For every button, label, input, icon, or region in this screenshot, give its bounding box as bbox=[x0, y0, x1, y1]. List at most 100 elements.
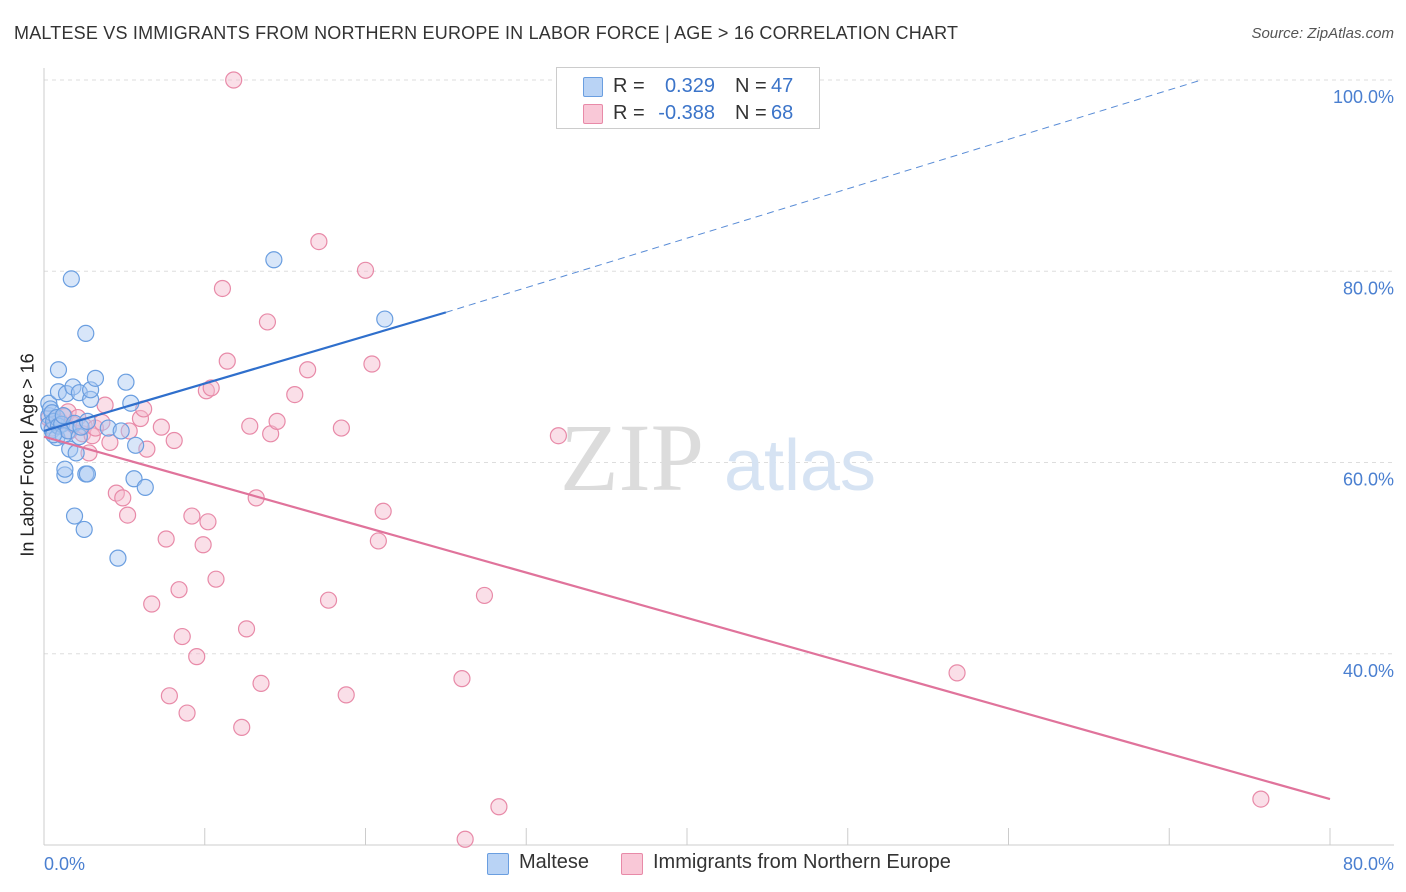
maltese-point-20 bbox=[62, 270, 80, 288]
immigrants-point-28 bbox=[160, 687, 178, 705]
immigrants-point-57 bbox=[356, 261, 375, 279]
maltese-point-39 bbox=[117, 373, 135, 391]
maltese-point-45 bbox=[376, 310, 394, 328]
legend-n-value: 68 bbox=[771, 102, 794, 124]
immigrants-point-63 bbox=[475, 586, 494, 605]
immigrants-point-60 bbox=[374, 502, 392, 520]
trend-lines bbox=[43, 79, 1331, 801]
immigrants-point-58 bbox=[363, 355, 381, 373]
y-tick-label-80: 80.0% bbox=[1343, 278, 1394, 298]
immigrants-point-17 bbox=[101, 433, 119, 452]
legend-label-maltese: Maltese bbox=[519, 851, 590, 873]
series-maltese-points bbox=[40, 251, 394, 567]
legend-r-label: R = bbox=[613, 75, 645, 97]
watermark-zip: ZIP bbox=[560, 404, 704, 511]
immigrants-point-31 bbox=[173, 627, 191, 646]
watermark: ZIP atlas bbox=[560, 404, 876, 511]
immigrants-point-66 bbox=[948, 664, 966, 682]
chart-title: MALTESE VS IMMIGRANTS FROM NORTHERN EURO… bbox=[14, 23, 959, 43]
legend-n-value: 47 bbox=[771, 75, 794, 97]
immigrants-point-51 bbox=[286, 386, 304, 404]
immigrants-point-55 bbox=[332, 419, 350, 437]
immigrants-point-43 bbox=[233, 718, 251, 736]
immigrants-point-32 bbox=[178, 704, 196, 722]
source-credit: Source: ZipAtlas.com bbox=[1251, 25, 1394, 42]
maltese-point-43 bbox=[136, 478, 154, 496]
legend-n-label: N = bbox=[735, 102, 767, 124]
immigrants-point-62 bbox=[456, 830, 474, 848]
maltese-point-31 bbox=[78, 465, 97, 483]
immigrants-point-25 bbox=[143, 595, 161, 613]
legend-r-value: 0.329 bbox=[664, 75, 715, 97]
immigrants-point-40 bbox=[213, 279, 232, 298]
immigrants-point-56 bbox=[337, 686, 355, 704]
immigrants-point-27 bbox=[157, 530, 175, 548]
immigrants-point-33 bbox=[183, 507, 201, 525]
immigrants-point-24 bbox=[138, 440, 156, 458]
immigrants-point-41 bbox=[218, 352, 236, 370]
immigrants-point-54 bbox=[319, 591, 338, 609]
series-immigrants-points bbox=[40, 71, 1270, 848]
x-tick-label-min: 0.0% bbox=[44, 854, 85, 874]
immigrants-point-29 bbox=[165, 431, 183, 450]
immigrants-point-26 bbox=[152, 418, 170, 436]
correlation-legend: R = 0.329 N = 47 R = -0.388 N = 68 bbox=[556, 67, 820, 129]
maltese-point-37 bbox=[109, 549, 127, 567]
gridlines bbox=[44, 79, 1394, 655]
immigrants-point-53 bbox=[310, 233, 328, 251]
immigrants-point-19 bbox=[114, 489, 132, 507]
maltese-point-21 bbox=[64, 378, 82, 396]
x-ticks bbox=[43, 828, 1331, 845]
immigrants-point-42 bbox=[225, 71, 243, 89]
immigrants-point-30 bbox=[170, 581, 188, 599]
maltese-point-28 bbox=[75, 520, 93, 539]
legend-swatch-blue bbox=[583, 77, 603, 97]
legend-label-immigrants: Immigrants from Northern Europe bbox=[653, 851, 951, 873]
y-tick-label-60: 60.0% bbox=[1343, 470, 1394, 490]
maltese-point-10 bbox=[49, 361, 68, 379]
legend-r-value: -0.388 bbox=[658, 102, 715, 124]
immigrants-point-37 bbox=[199, 513, 217, 531]
immigrants-point-47 bbox=[252, 674, 270, 692]
maltese-point-38 bbox=[112, 422, 130, 440]
immigrants-point-22 bbox=[131, 409, 150, 428]
x-tick-labels: 0.0% 80.0% bbox=[44, 854, 1394, 874]
immigrants-point-52 bbox=[299, 361, 317, 379]
immigrants-point-35 bbox=[194, 536, 212, 554]
immigrants-point-65 bbox=[549, 427, 568, 445]
immigrants-point-39 bbox=[207, 570, 225, 588]
immigrants-point-67 bbox=[1252, 790, 1270, 808]
x-tick-label-max: 80.0% bbox=[1343, 854, 1394, 874]
maltese-point-15 bbox=[56, 466, 74, 484]
y-tick-label-100: 100.0% bbox=[1333, 87, 1394, 107]
maltese-point-16 bbox=[56, 460, 74, 478]
immigrants-point-48 bbox=[258, 313, 277, 331]
immigrants-point-50 bbox=[268, 412, 286, 430]
maltese-point-35 bbox=[86, 369, 105, 387]
maltese-trend-line bbox=[43, 311, 447, 432]
maltese-point-33 bbox=[82, 390, 100, 408]
maltese-point-36 bbox=[99, 419, 117, 437]
watermark-atlas: atlas bbox=[724, 426, 876, 506]
maltese-point-17 bbox=[57, 385, 76, 403]
legend-n-label: N = bbox=[735, 75, 767, 97]
maltese-point-22 bbox=[65, 507, 84, 525]
immigrants-point-45 bbox=[241, 417, 259, 435]
maltese-point-29 bbox=[77, 324, 95, 343]
y-tick-label-40: 40.0% bbox=[1343, 661, 1394, 681]
maltese-point-42 bbox=[127, 436, 145, 454]
immigrants-point-34 bbox=[188, 648, 206, 666]
immigrants-point-44 bbox=[237, 620, 256, 638]
immigrants-trend-line bbox=[43, 435, 1331, 801]
legend-r-label: R = bbox=[613, 102, 645, 124]
immigrants-point-20 bbox=[118, 506, 137, 524]
immigrants-point-59 bbox=[369, 532, 387, 550]
immigrants-point-61 bbox=[453, 670, 471, 688]
series-legend: Maltese Immigrants from Northern Europe bbox=[0, 850, 1406, 878]
y-tick-labels: 40.0% 60.0% 80.0% 100.0% bbox=[1333, 87, 1394, 681]
maltese-point-44 bbox=[265, 251, 283, 269]
immigrants-point-64 bbox=[490, 798, 508, 816]
legend-swatch-pink bbox=[621, 853, 643, 875]
legend-swatch-pink bbox=[583, 104, 603, 124]
